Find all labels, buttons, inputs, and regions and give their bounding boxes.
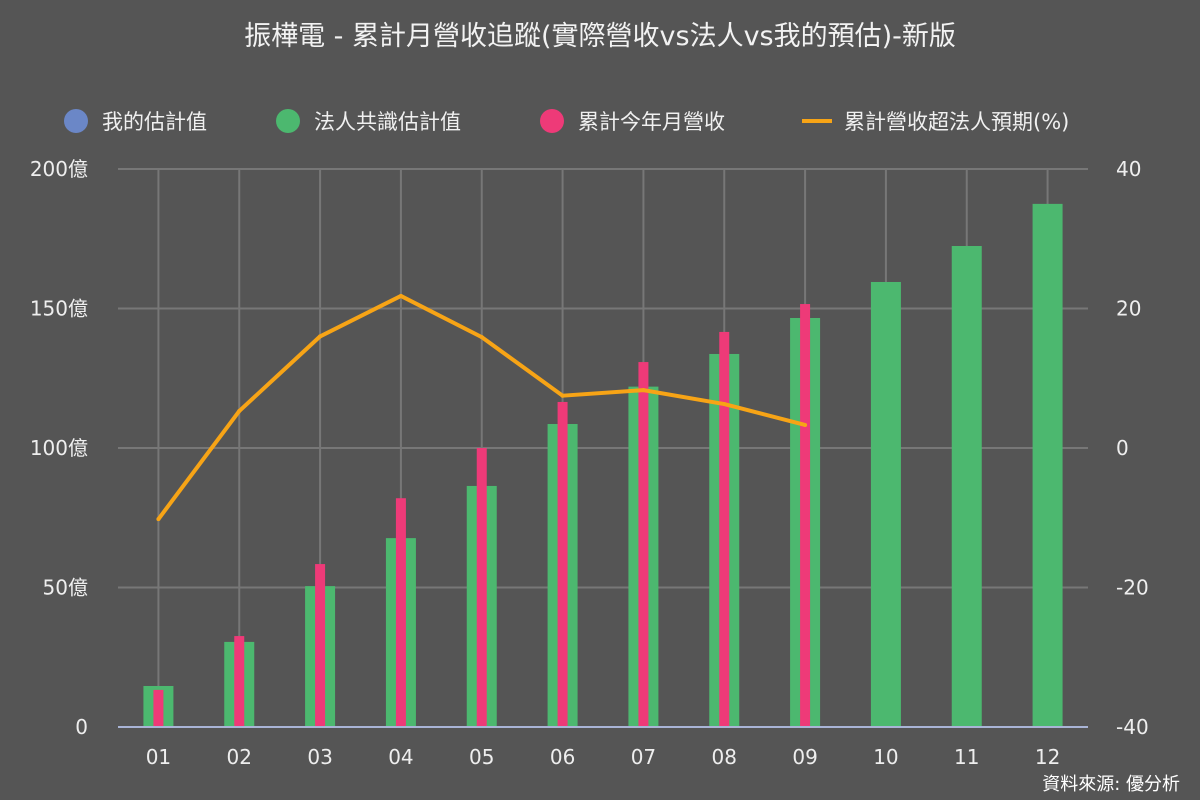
beat-pct-point	[803, 422, 808, 427]
y-left-tick-label: 200億	[30, 157, 88, 181]
actual-revenue-bar	[315, 564, 326, 727]
x-tick-label: 08	[712, 745, 737, 769]
actual-revenue-bar	[800, 304, 811, 727]
actual-revenue-bar	[638, 362, 649, 727]
y-right-tick-label: 0	[1116, 436, 1129, 460]
x-tick-label: 07	[631, 745, 656, 769]
x-tick-label: 10	[873, 745, 898, 769]
actual-revenue-bar	[234, 636, 245, 727]
x-tick-label: 06	[550, 745, 575, 769]
source-note: 資料來源: 優分析	[1042, 774, 1180, 795]
x-tick-label: 12	[1035, 745, 1060, 769]
y-right-tick-label: 40	[1116, 157, 1141, 181]
x-tick-label: 04	[388, 745, 413, 769]
consensus-bar	[1032, 203, 1063, 727]
legend-marker-icon	[276, 109, 300, 133]
legend-marker-icon	[64, 109, 88, 133]
actual-revenue-bar	[719, 331, 730, 727]
legend-item-actual[interactable]: 累計今年月營收	[540, 106, 725, 136]
legend-item-beat-pct[interactable]: 累計營收超法人預期(%)	[802, 106, 1069, 136]
actual-revenue-bar	[153, 689, 164, 727]
y-right-tick-label: -40	[1116, 715, 1149, 739]
consensus-bar	[870, 281, 901, 727]
actual-revenue-bar	[395, 498, 406, 727]
x-tick-label: 11	[954, 745, 979, 769]
beat-pct-point	[479, 335, 484, 340]
legend-label: 我的估計值	[102, 110, 207, 134]
x-tick-label: 05	[469, 745, 494, 769]
x-tick-label: 03	[307, 745, 332, 769]
legend-label: 累計今年月營收	[578, 110, 725, 134]
y-right-tick-label: -20	[1116, 576, 1149, 600]
beat-pct-point	[560, 393, 565, 398]
x-tick-label: 01	[146, 745, 171, 769]
y-right-tick-label: 20	[1116, 297, 1141, 321]
x-tick-label: 09	[792, 745, 817, 769]
actual-revenue-bar	[476, 448, 487, 727]
legend-label: 法人共識估計值	[314, 110, 461, 134]
legend-line-icon	[802, 119, 832, 123]
y-left-tick-label: 50億	[43, 576, 88, 600]
consensus-bar	[951, 246, 982, 727]
beat-pct-point	[722, 402, 727, 407]
y-left-tick-label: 100億	[30, 436, 88, 460]
y-left-tick-label: 0	[75, 715, 88, 739]
beat-pct-point	[398, 293, 403, 298]
chart-title: 振樺電 - 累計月營收追蹤(實際營收vs法人vs我的預估)-新版	[244, 21, 956, 52]
beat-pct-point	[156, 517, 161, 522]
legend-label: 累計營收超法人預期(%)	[844, 110, 1070, 134]
y-left-tick-label: 150億	[30, 297, 88, 321]
beat-pct-point	[641, 388, 646, 393]
legend-item-mine[interactable]: 我的估計值	[64, 106, 207, 136]
legend-marker-icon	[540, 109, 564, 133]
beat-pct-point	[318, 334, 323, 339]
beat-pct-point	[237, 409, 242, 414]
legend-item-consensus[interactable]: 法人共識估計值	[276, 106, 461, 136]
actual-revenue-bar	[557, 401, 568, 727]
x-tick-label: 02	[227, 745, 252, 769]
